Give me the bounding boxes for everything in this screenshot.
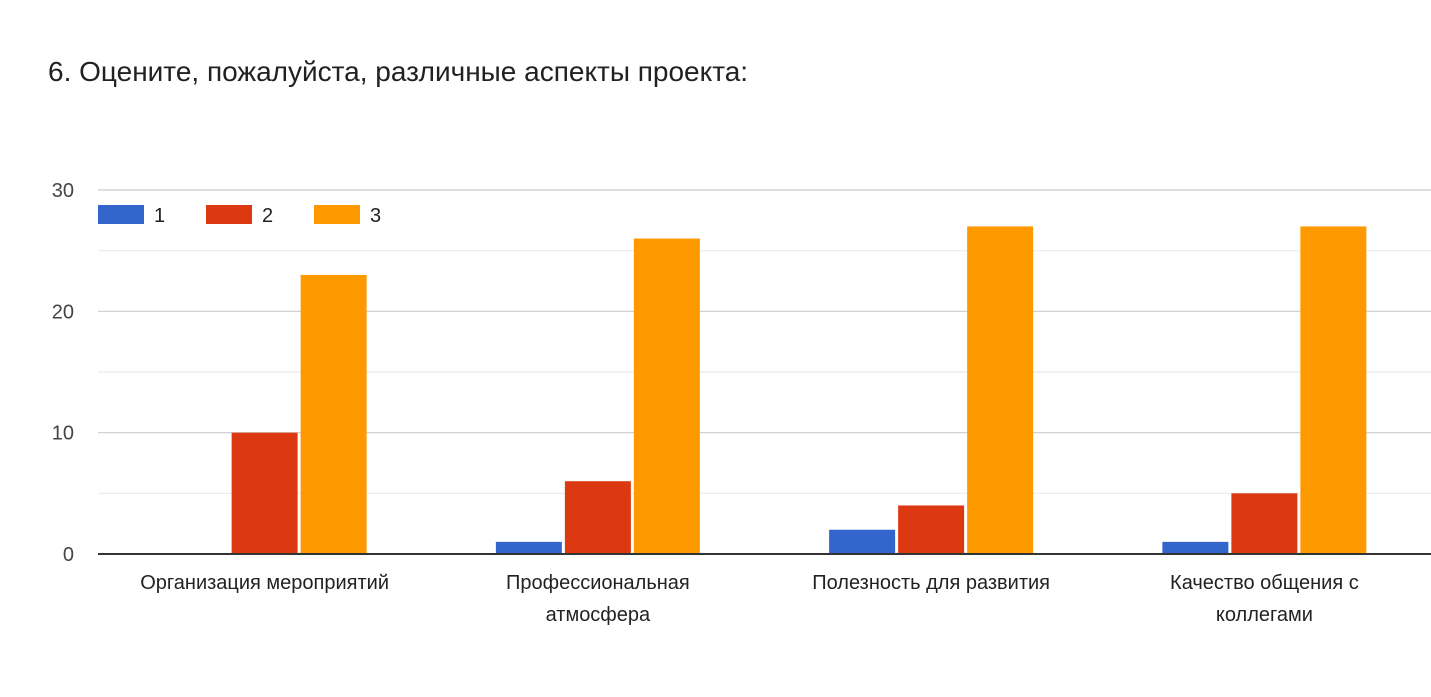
legend-item-2[interactable]: 2 — [206, 205, 273, 227]
bar-series-2 — [564, 481, 631, 554]
legend-item-1[interactable]: 1 — [98, 205, 165, 227]
legend-label: 3 — [370, 205, 381, 227]
y-tick-label: 10 — [52, 423, 74, 445]
category-label: Профессиональная атмосфера — [506, 572, 690, 626]
bars — [231, 226, 1367, 555]
bar-series-2 — [231, 432, 298, 554]
bar-series-3 — [300, 274, 367, 554]
bar-series-3 — [1300, 226, 1367, 554]
bar-series-1 — [1162, 541, 1229, 554]
bar-series-1 — [495, 541, 562, 554]
y-tick-label: 30 — [52, 180, 74, 202]
x-axis-labels: Организация мероприятий Профессиональная а… — [140, 572, 1358, 626]
chart-title: 6. Оцените, пожалуйста, различные аспект… — [48, 56, 749, 87]
legend-label: 2 — [262, 205, 273, 227]
legend-item-3[interactable]: 3 — [314, 205, 381, 227]
legend: 1 2 3 — [98, 205, 381, 227]
bar-series-3 — [633, 238, 700, 555]
bar-series-1 — [829, 529, 896, 554]
category-label: Организация мероприятий — [140, 572, 389, 594]
category-label: Полезность для развития — [812, 572, 1050, 594]
legend-label: 1 — [154, 205, 165, 227]
legend-swatch — [206, 205, 252, 224]
y-tick-label: 20 — [52, 301, 74, 323]
y-axis-ticks: 0 10 20 30 — [52, 180, 74, 566]
bar-series-2 — [898, 505, 965, 554]
category-label: Качество общения с коллегами — [1170, 572, 1359, 626]
bar-series-3 — [967, 226, 1034, 554]
y-tick-label: 0 — [63, 544, 74, 566]
bar-series-2 — [1231, 493, 1298, 554]
grid-lines — [98, 189, 1431, 494]
legend-swatch — [98, 205, 144, 224]
legend-swatch — [314, 205, 360, 224]
